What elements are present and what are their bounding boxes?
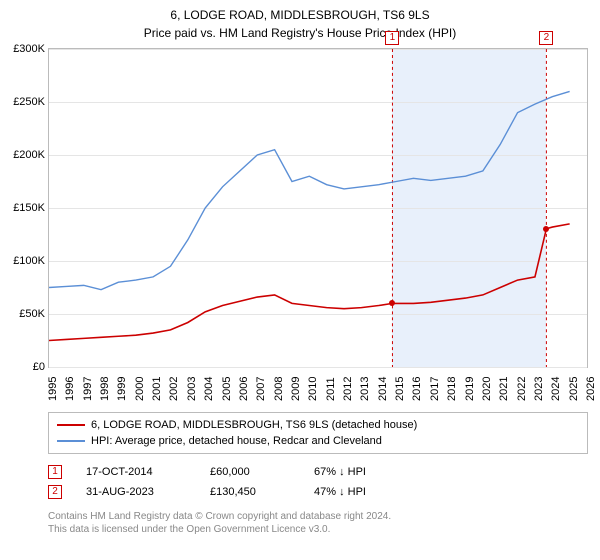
y-axis-label: £0 [33,361,49,373]
legend-swatch [57,424,85,426]
chart-container: 6, LODGE ROAD, MIDDLESBROUGH, TS6 9LS Pr… [0,0,600,560]
x-axis-label: 2021 [498,377,510,401]
marker-dot [389,300,395,306]
series-line-property [49,224,570,341]
event-marker: 1 [48,465,62,479]
chart-svg [49,49,587,367]
x-axis-label: 2018 [446,377,458,401]
x-axis-label: 1999 [116,377,128,401]
y-axis-label: £250K [13,96,49,108]
x-axis-label: 2020 [481,377,493,401]
event-date: 17-OCT-2014 [86,466,186,478]
x-axis-label: 2001 [151,377,163,401]
gridline-h [49,367,587,368]
x-axis-label: 1995 [47,377,59,401]
chart-subtitle: Price paid vs. HM Land Registry's House … [0,22,600,48]
x-axis-label: 2003 [186,377,198,401]
y-axis-label: £150K [13,202,49,214]
chart-footer: Contains HM Land Registry data © Crown c… [48,510,588,536]
x-axis-label: 2022 [516,377,528,401]
x-axis-label: 1996 [64,377,76,401]
marker-dot [543,226,549,232]
event-price: £60,000 [210,466,290,478]
x-axis-label: 2017 [429,377,441,401]
x-axis-label: 2012 [342,377,354,401]
series-line-hpi [49,91,570,289]
x-axis-label: 2000 [134,377,146,401]
marker-label: 2 [539,31,553,45]
x-axis-label: 2024 [550,377,562,401]
x-axis-label: 2011 [325,377,337,401]
x-axis-label: 1997 [82,377,94,401]
event-price: £130,450 [210,486,290,498]
legend-label: 6, LODGE ROAD, MIDDLESBROUGH, TS6 9LS (d… [91,419,417,431]
x-axis-label: 2014 [377,377,389,401]
x-axis-label: 2006 [238,377,250,401]
footer-line-1: Contains HM Land Registry data © Crown c… [48,510,588,523]
x-axis-label: 2010 [307,377,319,401]
chart-plot-area: £0£50K£100K£150K£200K£250K£300K199519961… [48,48,588,368]
x-axis-label: 2019 [464,377,476,401]
y-axis-label: £200K [13,149,49,161]
y-axis-label: £300K [13,43,49,55]
x-axis-label: 2023 [533,377,545,401]
event-row: 2 31-AUG-2023 £130,450 47% ↓ HPI [48,482,588,502]
legend-label: HPI: Average price, detached house, Redc… [91,435,382,447]
footer-line-2: This data is licensed under the Open Gov… [48,523,588,536]
legend-swatch [57,440,85,442]
x-axis-label: 2015 [394,377,406,401]
x-axis-label: 2004 [203,377,215,401]
legend-item: 6, LODGE ROAD, MIDDLESBROUGH, TS6 9LS (d… [57,417,579,433]
marker-label: 1 [385,31,399,45]
legend-item: HPI: Average price, detached house, Redc… [57,433,579,449]
x-axis-label: 1998 [99,377,111,401]
y-axis-label: £50K [19,308,49,320]
event-note: 67% ↓ HPI [314,466,366,478]
event-note: 47% ↓ HPI [314,486,366,498]
x-axis-label: 2026 [585,377,597,401]
x-axis-label: 2007 [255,377,267,401]
x-axis-label: 2016 [411,377,423,401]
x-axis-label: 2002 [168,377,180,401]
event-marker: 2 [48,485,62,499]
event-row: 1 17-OCT-2014 £60,000 67% ↓ HPI [48,462,588,482]
x-axis-label: 2005 [221,377,233,401]
x-axis-label: 2008 [273,377,285,401]
x-axis-label: 2009 [290,377,302,401]
x-axis-label: 2013 [359,377,371,401]
event-date: 31-AUG-2023 [86,486,186,498]
chart-legend: 6, LODGE ROAD, MIDDLESBROUGH, TS6 9LS (d… [48,412,588,454]
y-axis-label: £100K [13,255,49,267]
sale-events-table: 1 17-OCT-2014 £60,000 67% ↓ HPI 2 31-AUG-2023… [48,462,588,502]
x-axis-label: 2025 [568,377,580,401]
chart-title: 6, LODGE ROAD, MIDDLESBROUGH, TS6 9LS [0,0,600,22]
